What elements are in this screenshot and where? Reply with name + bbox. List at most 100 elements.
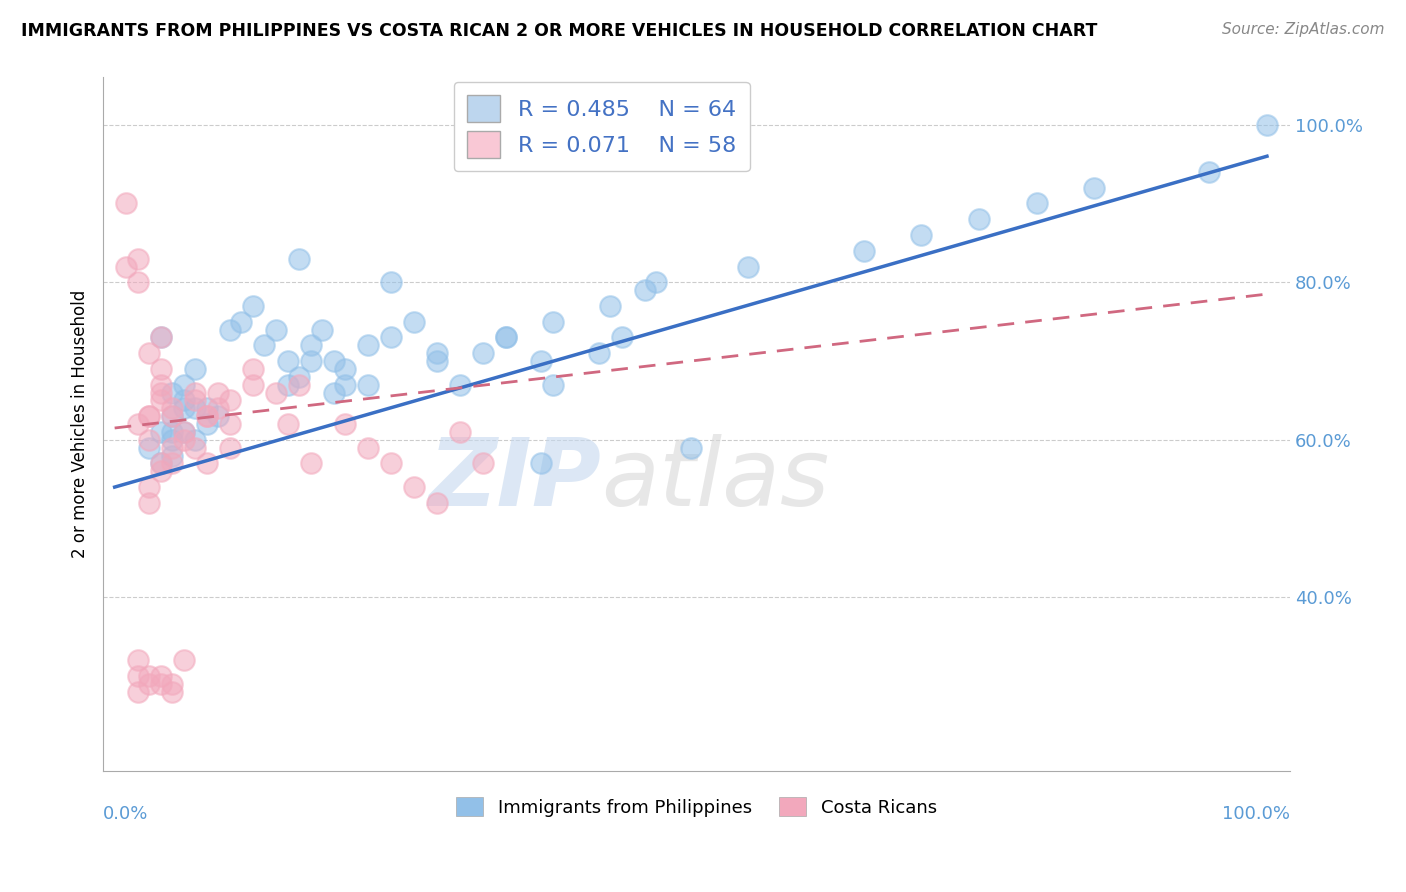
Point [207, 409, 229, 424]
Point [541, 315, 564, 329]
Point [242, 299, 264, 313]
Point [149, 669, 172, 683]
Point [173, 425, 195, 439]
Point [138, 433, 160, 447]
Point [852, 244, 875, 258]
Point [264, 385, 287, 400]
Point [311, 322, 333, 336]
Point [149, 377, 172, 392]
Point [115, 196, 138, 211]
Point [138, 346, 160, 360]
Point [1083, 180, 1105, 194]
Point [426, 346, 449, 360]
Point [541, 377, 564, 392]
Point [449, 425, 471, 439]
Point [219, 393, 242, 408]
Point [588, 346, 610, 360]
Point [127, 685, 149, 699]
Point [195, 417, 218, 431]
Point [495, 330, 517, 344]
Point [138, 677, 160, 691]
Point [288, 369, 311, 384]
Point [276, 417, 298, 431]
Text: 100.0%: 100.0% [1222, 805, 1291, 823]
Point [162, 457, 184, 471]
Point [276, 354, 298, 368]
Point [264, 322, 287, 336]
Point [495, 330, 517, 344]
Point [1198, 165, 1220, 179]
Point [138, 409, 160, 424]
Point [195, 401, 218, 416]
Point [333, 377, 356, 392]
Point [173, 377, 195, 392]
Text: ZIP: ZIP [429, 434, 602, 525]
Point [138, 441, 160, 455]
Point [380, 457, 402, 471]
Point [426, 354, 449, 368]
Point [149, 677, 172, 691]
Point [357, 377, 380, 392]
Point [138, 669, 160, 683]
Point [967, 212, 990, 227]
Point [288, 252, 311, 266]
Point [530, 457, 553, 471]
Point [184, 362, 207, 376]
Point [253, 338, 276, 352]
Point [149, 393, 172, 408]
Point [173, 433, 195, 447]
Point [357, 441, 380, 455]
Point [195, 409, 218, 424]
Point [219, 322, 242, 336]
Point [149, 457, 172, 471]
Point [162, 385, 184, 400]
Point [162, 685, 184, 699]
Point [149, 464, 172, 478]
Point [162, 409, 184, 424]
Point [219, 417, 242, 431]
Point [127, 653, 149, 667]
Point [299, 354, 322, 368]
Point [472, 346, 495, 360]
Point [242, 377, 264, 392]
Text: Source: ZipAtlas.com: Source: ZipAtlas.com [1222, 22, 1385, 37]
Point [426, 496, 449, 510]
Point [184, 441, 207, 455]
Point [610, 330, 633, 344]
Point [149, 330, 172, 344]
Point [333, 362, 356, 376]
Point [910, 227, 932, 242]
Point [333, 417, 356, 431]
Point [679, 441, 702, 455]
Point [195, 409, 218, 424]
Point [737, 260, 759, 274]
Text: atlas: atlas [602, 434, 830, 525]
Point [162, 449, 184, 463]
Point [404, 315, 426, 329]
Point [530, 354, 553, 368]
Point [138, 480, 160, 494]
Point [380, 275, 402, 289]
Point [149, 457, 172, 471]
Point [127, 252, 149, 266]
Point [149, 330, 172, 344]
Point [162, 441, 184, 455]
Point [1256, 118, 1278, 132]
Point [173, 653, 195, 667]
Point [242, 362, 264, 376]
Point [149, 385, 172, 400]
Point [276, 377, 298, 392]
Point [219, 441, 242, 455]
Text: IMMIGRANTS FROM PHILIPPINES VS COSTA RICAN 2 OR MORE VEHICLES IN HOUSEHOLD CORRE: IMMIGRANTS FROM PHILIPPINES VS COSTA RIC… [21, 22, 1098, 40]
Point [162, 425, 184, 439]
Point [288, 377, 311, 392]
Point [149, 425, 172, 439]
Point [1025, 196, 1047, 211]
Point [173, 393, 195, 408]
Point [162, 409, 184, 424]
Point [299, 338, 322, 352]
Point [207, 401, 229, 416]
Y-axis label: 2 or more Vehicles in Household: 2 or more Vehicles in Household [72, 290, 89, 558]
Point [195, 457, 218, 471]
Legend: Immigrants from Philippines, Costa Ricans: Immigrants from Philippines, Costa Rican… [449, 790, 943, 824]
